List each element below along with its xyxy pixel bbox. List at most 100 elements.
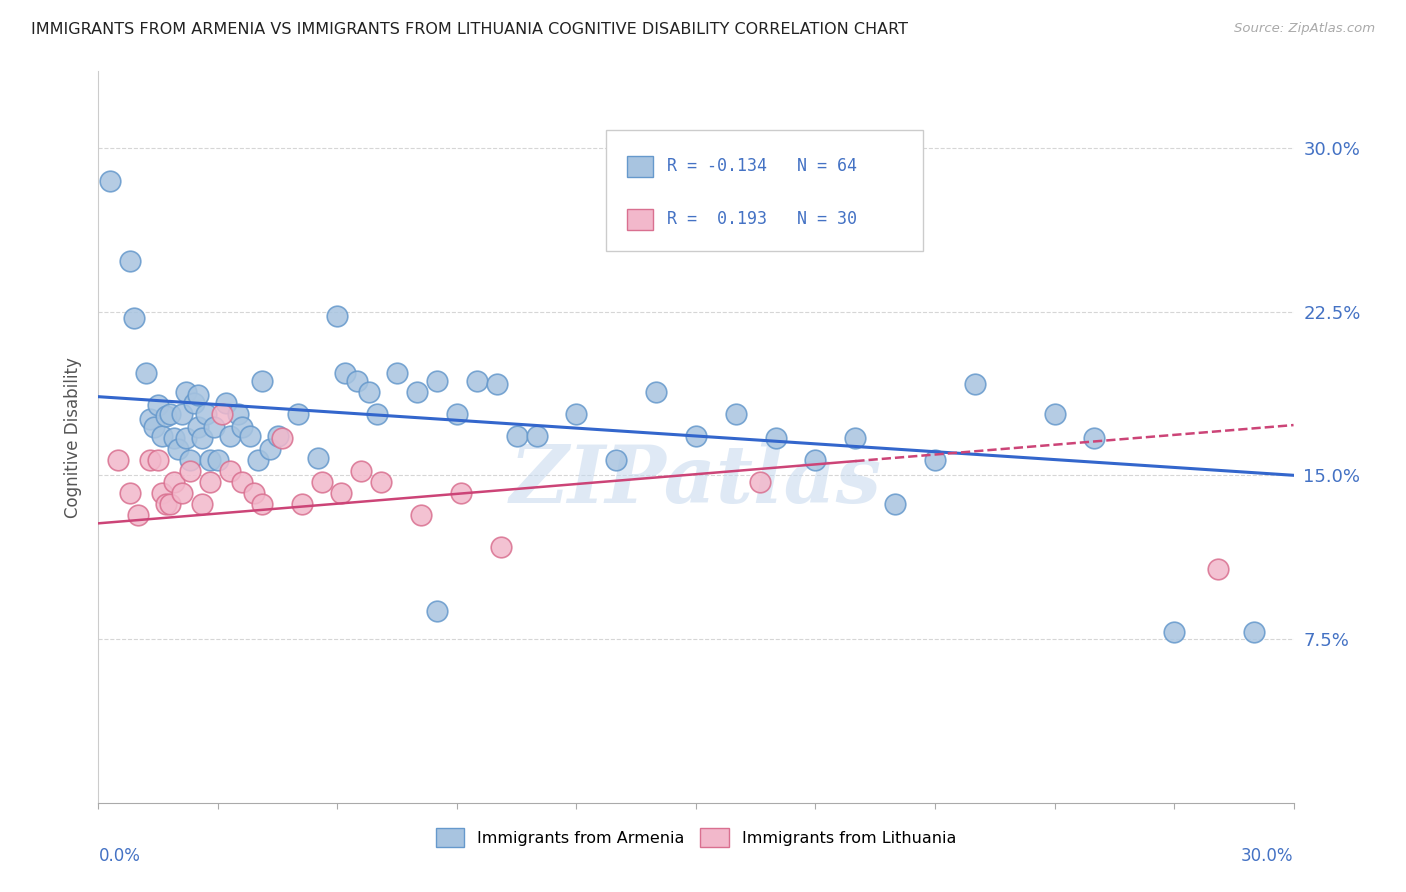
Point [239,429,262,443]
Text: 30.0%: 30.0% [1241,847,1294,864]
Point [259,442,281,456]
Point [366,407,388,421]
Point [174,431,197,445]
Text: R = -0.134   N = 64: R = -0.134 N = 64 [668,157,858,175]
Point [148,453,170,467]
Point [150,429,173,443]
Point [174,385,197,400]
Point [804,453,827,467]
Point [198,475,221,489]
Point [155,497,177,511]
Point [565,407,588,421]
Point [148,399,170,413]
Point [187,420,209,434]
Point [685,429,707,443]
Point [489,541,512,555]
Point [187,387,209,401]
Point [924,453,946,467]
Bar [627,209,652,230]
Point [446,407,468,421]
Point [120,485,142,500]
Point [884,497,907,511]
Point [311,475,333,489]
Point [526,429,548,443]
Point [385,366,409,380]
Point [219,464,242,478]
Point [270,431,292,445]
Point [179,453,201,467]
Point [748,475,770,489]
Point [183,396,205,410]
Point [1206,562,1229,576]
Text: ZIPatlas: ZIPatlas [510,442,882,520]
Point [506,429,529,443]
Point [127,508,149,522]
Point [335,366,357,380]
Point [150,485,173,500]
Point [107,453,129,467]
Point [231,420,253,434]
Point [1043,407,1066,421]
Point [226,407,249,421]
Text: R =  0.193   N = 30: R = 0.193 N = 30 [668,211,858,228]
Text: Source: ZipAtlas.com: Source: ZipAtlas.com [1234,22,1375,36]
FancyBboxPatch shape [606,130,922,251]
Point [243,485,266,500]
Point [98,173,122,187]
Point [346,375,368,389]
Point [250,497,273,511]
Point [195,407,218,421]
Point [307,450,329,465]
Point [219,429,242,443]
Point [231,475,253,489]
Point [246,453,269,467]
Point [215,396,238,410]
Point [287,407,309,421]
Point [485,376,508,391]
Point [267,429,290,443]
Point [198,453,221,467]
Point [426,375,449,389]
Point [155,409,177,424]
Point [135,366,157,380]
Legend: Immigrants from Armenia, Immigrants from Lithuania: Immigrants from Armenia, Immigrants from… [429,822,963,854]
Point [172,485,194,500]
Point [370,475,392,489]
Point [848,232,870,246]
Point [1243,625,1265,640]
Point [291,497,314,511]
Point [350,464,373,478]
Y-axis label: Cognitive Disability: Cognitive Disability [65,357,83,517]
Point [202,420,225,434]
Point [645,385,668,400]
Point [963,376,986,391]
Point [207,453,229,467]
Point [411,508,433,522]
Point [465,375,488,389]
Point [159,407,181,421]
Point [211,407,233,421]
Point [163,431,186,445]
Point [605,453,627,467]
Point [167,442,190,456]
Text: 0.0%: 0.0% [98,847,141,864]
Point [191,431,214,445]
Point [143,420,166,434]
Point [450,485,472,500]
Point [172,407,194,421]
Point [724,407,747,421]
Bar [627,156,652,177]
Point [844,431,866,445]
Point [179,464,201,478]
Point [124,311,146,326]
Point [159,497,181,511]
Point [120,254,142,268]
Point [359,385,381,400]
Text: IMMIGRANTS FROM ARMENIA VS IMMIGRANTS FROM LITHUANIA COGNITIVE DISABILITY CORREL: IMMIGRANTS FROM ARMENIA VS IMMIGRANTS FR… [31,22,908,37]
Point [326,309,349,323]
Point [139,411,162,425]
Point [163,475,186,489]
Point [406,385,429,400]
Point [426,604,449,618]
Point [1083,431,1105,445]
